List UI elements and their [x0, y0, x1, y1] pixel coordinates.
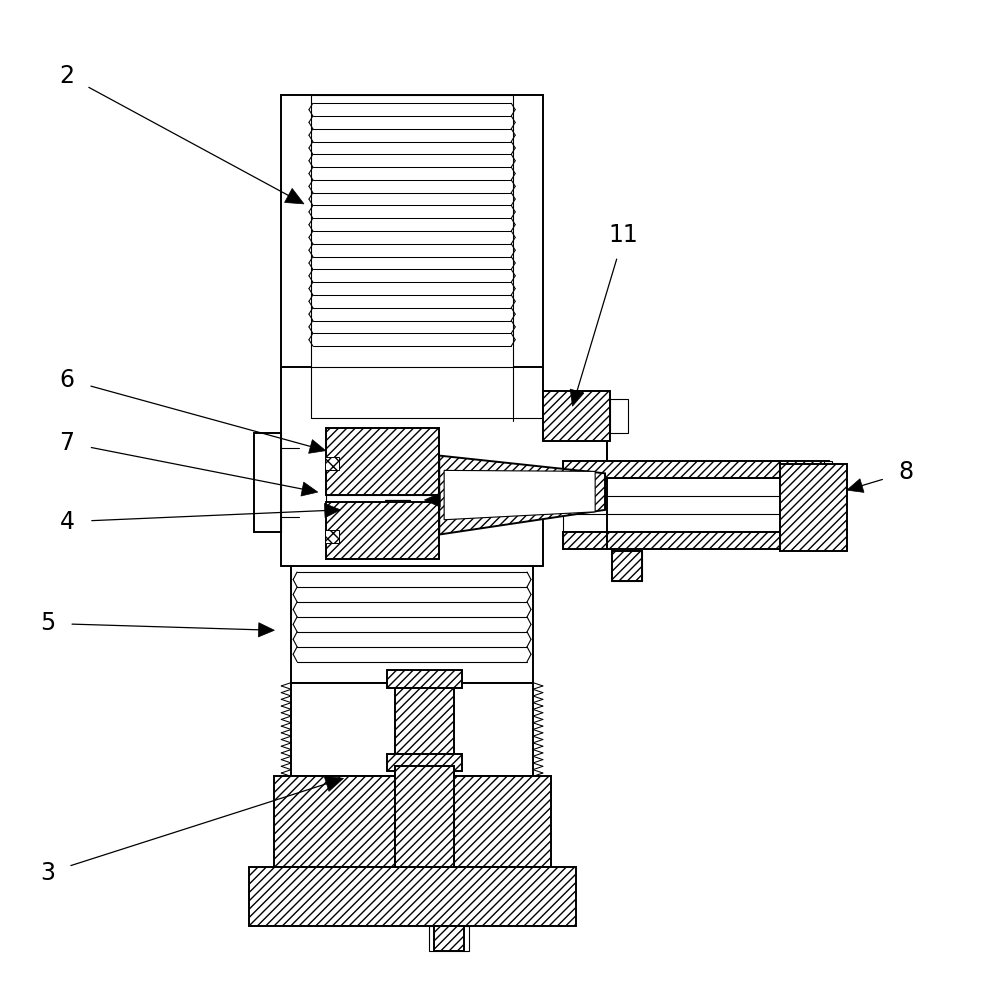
Bar [325, 428, 439, 495]
Bar [542, 391, 609, 441]
Bar [779, 464, 846, 551]
Bar [429, 926, 468, 951]
Text: 3: 3 [39, 861, 55, 885]
Polygon shape [444, 470, 595, 520]
Bar [248, 867, 576, 926]
Bar [311, 95, 513, 367]
Bar [562, 532, 828, 549]
Polygon shape [424, 493, 440, 507]
Bar [253, 433, 281, 532]
Bar [609, 399, 627, 433]
Bar [394, 766, 454, 867]
Bar [291, 683, 532, 776]
Text: 4: 4 [59, 510, 75, 534]
Bar [387, 754, 461, 771]
Text: 2: 2 [59, 64, 75, 88]
Bar [274, 776, 550, 867]
Polygon shape [324, 503, 340, 518]
Text: 7: 7 [59, 431, 75, 455]
Bar [324, 457, 338, 470]
Bar [387, 670, 461, 688]
Bar [325, 495, 439, 502]
Bar [823, 461, 831, 549]
Text: 5: 5 [39, 611, 55, 635]
Polygon shape [301, 482, 317, 496]
Bar [281, 95, 542, 367]
Polygon shape [439, 456, 604, 535]
Bar [562, 461, 828, 478]
Text: 11: 11 [608, 223, 638, 247]
Polygon shape [570, 389, 584, 406]
Text: 6: 6 [59, 368, 75, 392]
Polygon shape [846, 479, 863, 492]
Text: 8: 8 [897, 460, 913, 484]
Bar [325, 502, 439, 559]
Bar [434, 926, 463, 951]
Bar [324, 530, 338, 543]
Bar [611, 551, 641, 581]
Bar [291, 566, 532, 683]
Polygon shape [284, 188, 304, 204]
Polygon shape [258, 623, 274, 637]
Bar [394, 673, 454, 867]
Polygon shape [309, 440, 325, 453]
Bar [611, 551, 641, 581]
Polygon shape [323, 776, 343, 791]
